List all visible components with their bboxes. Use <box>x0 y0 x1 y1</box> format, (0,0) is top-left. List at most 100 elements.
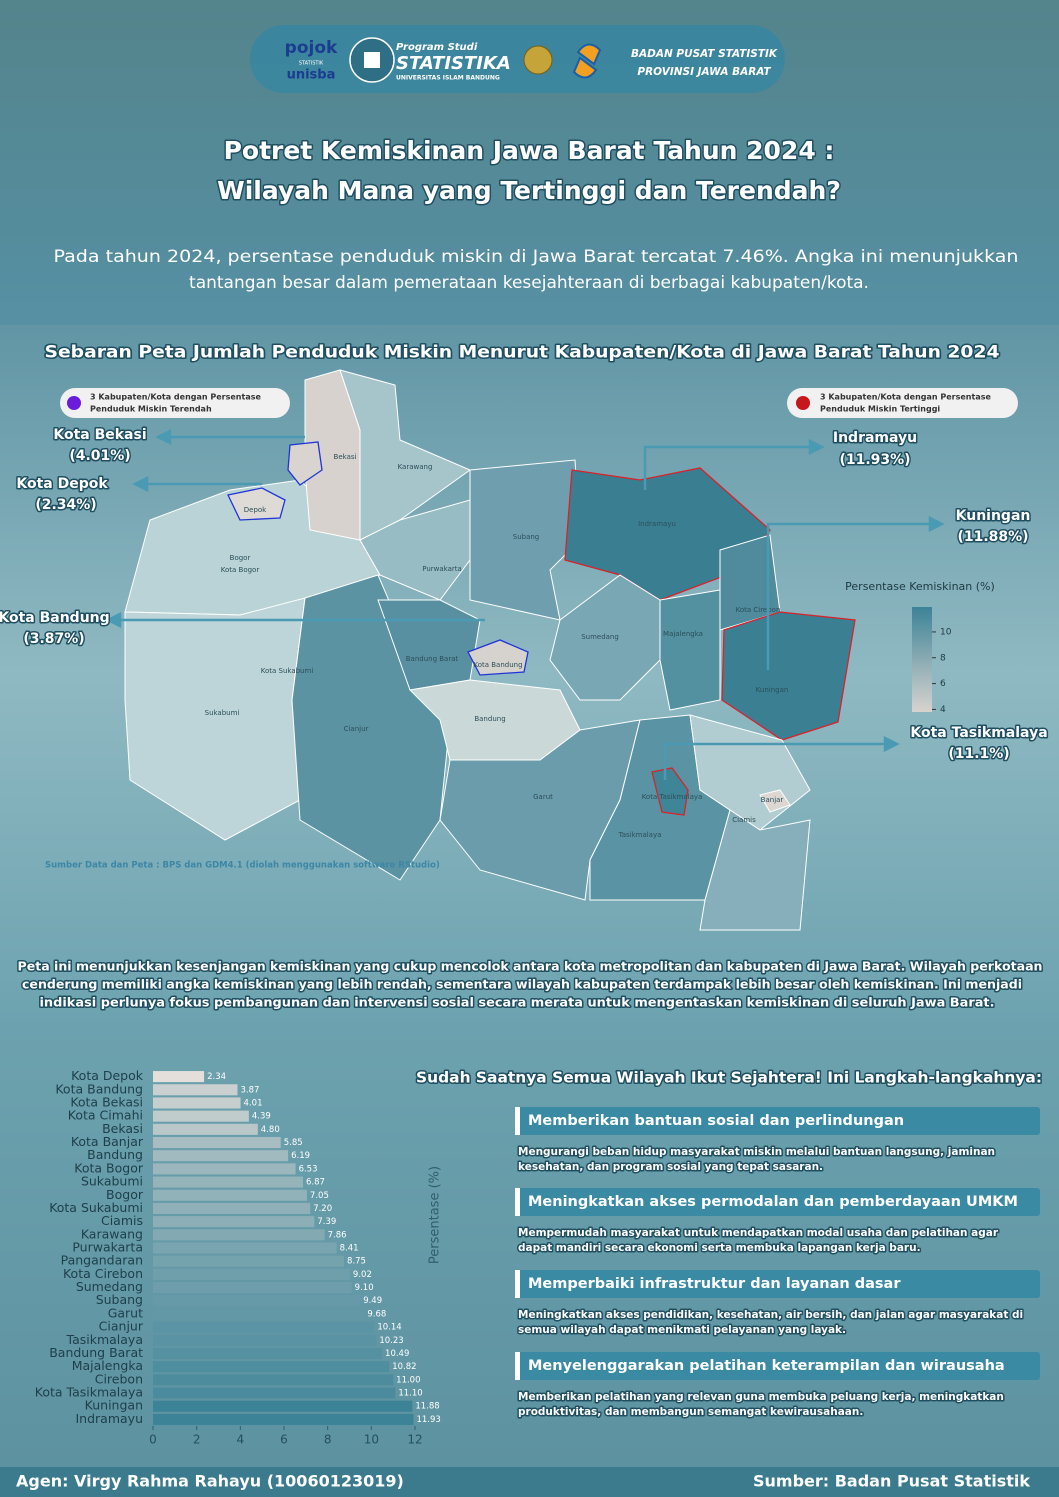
callout-arrows <box>105 428 945 780</box>
summary-text: Peta ini menunjukkan kesenjangan kemiski… <box>18 959 1043 974</box>
region-label: Bekasi <box>334 453 357 461</box>
value-label: 8.75 <box>347 1257 366 1267</box>
region-labels: Bekasi Karawang Depok Bogor Kota Bogor S… <box>205 453 789 839</box>
steps: Memberikan bantuan sosial dan perlindung… <box>515 1107 1040 1420</box>
step-text: produktivitas, dan membangun semangat ke… <box>518 1406 863 1418</box>
step-pill <box>515 1107 1040 1135</box>
seal-icon <box>364 52 380 68</box>
region-label: Garut <box>533 793 553 801</box>
category-label: Indramayu <box>76 1411 144 1426</box>
value-label: 2.34 <box>207 1072 226 1082</box>
x-tick-label: 6 <box>280 1433 288 1447</box>
region-label: Purwakarta <box>422 565 462 573</box>
bps-text: BADAN PUSAT STATISTIK <box>631 48 778 60</box>
region-label: Bandung <box>474 715 505 723</box>
value-label: 6.53 <box>299 1164 318 1174</box>
value-label: 10.14 <box>377 1323 401 1333</box>
callout-value: (2.34%) <box>35 497 96 513</box>
value-label: 7.86 <box>328 1230 347 1240</box>
category-label: Kota Tasikmalaya <box>35 1385 143 1400</box>
value-label: 7.39 <box>317 1217 336 1227</box>
bar <box>153 1176 303 1188</box>
bar <box>153 1347 383 1360</box>
category-label: Kota Bandung <box>55 1081 143 1096</box>
value-label: 10.49 <box>385 1349 409 1359</box>
region-highlight <box>287 441 323 486</box>
category-label: Kota Banjar <box>71 1134 144 1149</box>
value-label: 11.00 <box>396 1375 420 1385</box>
region <box>659 589 721 711</box>
category-label: Bandung Barat <box>49 1345 143 1360</box>
category-label: Garut <box>108 1305 143 1320</box>
category-label: Kuningan <box>85 1398 143 1413</box>
step-text: semua wilayah dapat menikmati pelayanan … <box>518 1324 846 1336</box>
colorbar <box>912 607 932 712</box>
region-label: Sukabumi <box>205 709 240 717</box>
callout-name: Indramayu <box>833 430 917 446</box>
category-label: Sumedang <box>76 1279 143 1294</box>
category-label: Tasikmalaya <box>66 1332 143 1347</box>
region-label: Tasikmalaya <box>618 831 662 839</box>
bar <box>153 1295 361 1307</box>
emblem <box>523 45 553 75</box>
map-title: Sebaran Peta Jumlah Penduduk Miskin Menu… <box>45 343 1000 362</box>
region <box>759 789 791 813</box>
bar-chart: 0 2 4 6 8 10 12 Kota Depok 2.34 Kota Bandung 3.87 K… <box>35 1068 441 1446</box>
region-label: Kuningan <box>756 686 789 694</box>
region-label: Kota Cirebon <box>736 606 781 614</box>
intro-text: tantangan besar dalam pemerataan kesejah… <box>189 273 869 293</box>
callout-name: Kota Bekasi <box>53 427 146 443</box>
region-label: Bogor <box>230 554 251 562</box>
step-text: Memberikan pelatihan yang relevan guna m… <box>518 1391 1004 1403</box>
region-label: Indramayu <box>638 520 676 528</box>
category-label: Karawang <box>81 1226 143 1241</box>
callout-value: (11.88%) <box>957 529 1028 545</box>
summary-text: cenderung memiliki angka kemiskinan yang… <box>22 977 1022 992</box>
arrow-head <box>928 515 945 533</box>
bar <box>153 1400 413 1412</box>
callout-name: Kuningan <box>956 508 1031 524</box>
arrow-head <box>105 611 122 629</box>
arrow <box>663 742 887 780</box>
x-tick-label: 4 <box>237 1433 245 1447</box>
bar <box>153 1097 241 1109</box>
bar <box>153 1268 350 1280</box>
region-label: Kota Bandung <box>473 661 522 669</box>
value-label: 4.01 <box>244 1098 263 1108</box>
step-text: Meningkatkan akses pendidikan, kesehatan… <box>518 1309 1023 1321</box>
x-tick-label: 8 <box>324 1433 332 1447</box>
step-accent <box>515 1352 520 1380</box>
bar <box>153 1308 365 1320</box>
category-label: Bandung <box>87 1147 143 1162</box>
region-label: Depok <box>244 506 267 514</box>
category-label: Bogor <box>106 1187 144 1202</box>
region <box>549 574 661 701</box>
callout-name: Kota Tasikmalaya <box>910 725 1047 741</box>
legend-text: Penduduk Miskin Terendah <box>90 405 212 414</box>
title: Wilayah Mana yang Tertinggi dan Terendah… <box>217 176 841 205</box>
x-tick-label: 0 <box>149 1433 157 1447</box>
category-label: Cirebon <box>95 1371 143 1386</box>
step-accent <box>515 1270 520 1298</box>
arrow-head <box>155 428 172 446</box>
value-label: 4.80 <box>261 1125 280 1135</box>
value-label: 11.88 <box>415 1402 439 1412</box>
bar <box>153 1387 396 1399</box>
bar <box>153 1374 394 1386</box>
bar <box>153 1189 307 1201</box>
callout-value: (3.87%) <box>23 631 84 647</box>
map <box>124 369 856 931</box>
bar <box>153 1123 258 1135</box>
footer-author: Agen: Virgy Rahma Rahayu (10060123019) <box>16 1472 404 1491</box>
bar <box>153 1242 337 1254</box>
step-pill <box>515 1188 1040 1216</box>
callout-value: (11.1%) <box>948 746 1009 762</box>
category-label: Kota Depok <box>71 1068 144 1083</box>
step-heading: Meningkatkan akses permodalan dan pember… <box>528 1194 1018 1210</box>
region-label: Subang <box>513 533 540 541</box>
bar <box>153 1071 205 1083</box>
logo-text: unisba <box>287 68 336 83</box>
value-label: 9.02 <box>353 1270 372 1280</box>
step-accent <box>515 1188 520 1216</box>
